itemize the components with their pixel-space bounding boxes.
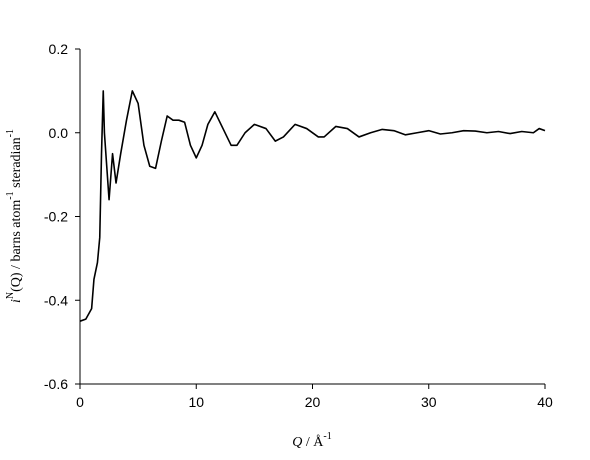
y-label-part: N [5,292,16,299]
y-label-part: i [9,299,24,303]
data-line [79,90,546,322]
y-label-part: steradian [9,137,24,191]
y-tick-label: -0.6 [44,376,68,392]
x-tick-label: 0 [76,394,84,410]
x-axis-label: Q / Å-1 [292,431,331,450]
y-label-part: (Q) / barns atom [9,200,24,292]
x-tick-label: 20 [305,394,321,410]
y-tick-label: -0.4 [44,292,68,308]
y-tick-label: -0.2 [44,209,68,225]
x-tick-label: 40 [537,394,553,410]
y-tick-label: 0.0 [49,125,69,141]
x-tick-label: 30 [421,394,437,410]
y-axis-label: iN(Q) / barns atom-1 steradian-1 [5,129,24,303]
x-label-part: -1 [323,431,331,442]
x-label-part: / Å [302,434,324,450]
y-label-part: -1 [5,129,16,137]
x-label-part: Q [292,435,302,450]
x-tick-label: 10 [188,394,204,410]
y-tick-label: 0.2 [49,41,69,57]
y-label-part: -1 [5,191,16,199]
